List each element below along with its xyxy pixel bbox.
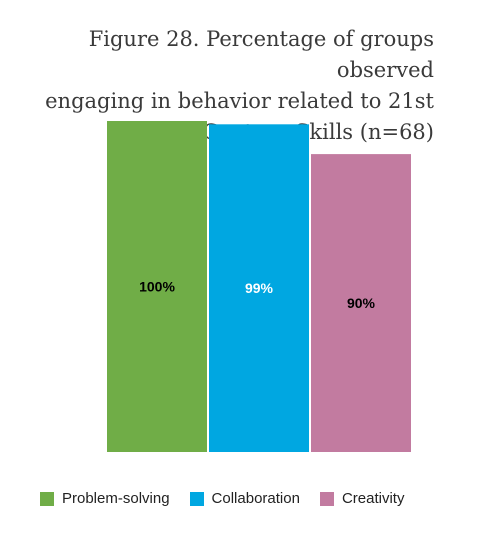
- chart-title-line-1: Figure 28. Percentage of groups observed: [88, 27, 434, 82]
- legend-item-creativity: Creativity: [319, 490, 405, 507]
- legend-item-problem-solving: Problem-solving: [40, 490, 170, 507]
- data-label-problem-solving: 100%: [139, 279, 175, 295]
- chart-legend: Problem-solving Collaboration Creativity: [40, 490, 424, 507]
- bar-problem-solving: [107, 121, 207, 452]
- bar-collaboration: [209, 124, 309, 452]
- legend-swatch: [189, 491, 204, 506]
- legend-swatch: [40, 491, 54, 506]
- bar-chart: 100% 99% 90%: [107, 121, 411, 452]
- legend-swatch: [319, 491, 334, 506]
- legend-item-collaboration: Collaboration: [189, 490, 300, 507]
- legend-label: Collaboration: [211, 490, 300, 507]
- data-label-creativity: 90%: [347, 295, 376, 311]
- legend-label: Creativity: [341, 490, 405, 507]
- data-label-collaboration: 99%: [245, 280, 274, 296]
- chart-title-line-2: engaging in behavior related to 21st: [45, 89, 434, 113]
- bar-creativity: [311, 154, 411, 452]
- legend-label: Problem-solving: [62, 490, 170, 507]
